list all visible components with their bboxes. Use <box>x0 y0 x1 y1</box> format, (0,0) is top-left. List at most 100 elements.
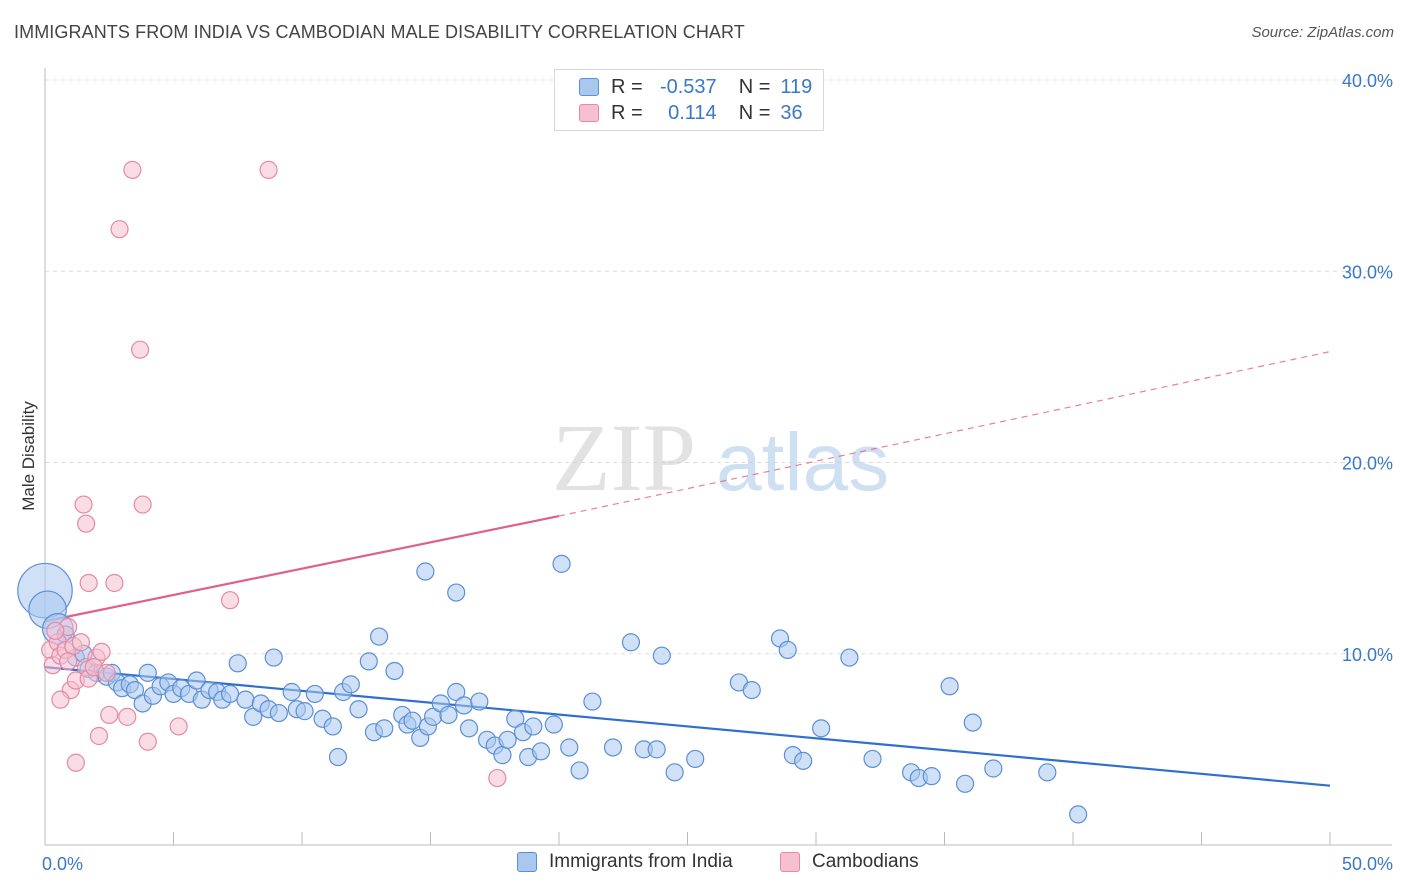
data-point-india <box>282 682 301 702</box>
data-point-cambodian <box>110 220 129 239</box>
data-point-india <box>370 627 389 646</box>
data-point-india <box>686 749 705 769</box>
legend-r-label: R = <box>611 75 643 98</box>
data-point-india <box>264 648 283 667</box>
legend-n-label: N = <box>738 101 771 124</box>
data-point-india <box>416 562 435 581</box>
legend-r-label: R = <box>611 101 643 124</box>
watermark-atlas: atlas <box>716 417 889 508</box>
source-label: Source: ZipAtlas.com <box>1251 24 1394 41</box>
watermark-zip: ZIP <box>552 404 696 511</box>
tick-labels: 10.0% 20.0% 30.0% 40.0% 0.0% 50.0% <box>42 71 1393 874</box>
chart-title: IMMIGRANTS FROM INDIA VS CAMBODIAN MALE … <box>14 22 745 42</box>
legend-swatch-cambodian <box>780 852 800 872</box>
data-point-india <box>621 633 641 652</box>
data-point-india <box>323 717 342 736</box>
data-point-cambodian <box>59 652 78 671</box>
data-point-india <box>349 700 368 719</box>
grid-lines <box>45 79 1392 655</box>
data-point-india <box>922 767 941 786</box>
legend-label-india: Immigrants from India <box>549 851 733 872</box>
legend-label-cambodian: Cambodians <box>812 851 919 872</box>
legend-item-cambodian: Cambodians <box>780 851 919 873</box>
data-point-cambodian <box>92 642 111 661</box>
data-point-cambodian <box>51 690 70 709</box>
trend-line-india <box>44 666 1331 787</box>
data-point-india <box>742 680 761 700</box>
data-point-cambodian <box>133 495 152 514</box>
data-point-cambodian <box>488 768 507 788</box>
data-point-cambodian <box>138 732 157 751</box>
data-point-cambodian <box>100 705 119 725</box>
data-point-india <box>570 761 589 780</box>
data-point-india <box>963 713 982 732</box>
data-point-india <box>125 680 145 700</box>
data-point-india <box>812 719 831 738</box>
x-tick-label-max: 50.0% <box>1342 854 1393 874</box>
data-point-cambodian <box>89 726 109 746</box>
legend-row-india: R = -0.537 N = 119 <box>579 74 820 100</box>
data-point-india <box>341 675 360 694</box>
legend-r-value: 0.114 <box>668 101 717 124</box>
legend-n-value: 36 <box>780 101 803 124</box>
data-point-cambodian <box>97 663 116 682</box>
data-point-india <box>220 684 240 704</box>
legend-row-cambodian: R = 0.114 N = 36 <box>579 100 820 126</box>
data-point-india <box>305 684 324 704</box>
axes <box>44 68 1392 846</box>
data-point-india <box>439 705 458 725</box>
legend-swatch-india <box>579 78 599 96</box>
data-point-india <box>1038 763 1057 782</box>
data-point-india <box>778 640 797 660</box>
legend-n-label: N = <box>738 75 771 98</box>
data-point-cambodian <box>46 621 65 640</box>
data-point-india <box>583 692 602 711</box>
data-point-india <box>552 554 571 573</box>
data-point-india <box>840 648 859 667</box>
data-point-india <box>138 663 157 682</box>
data-point-india <box>665 763 684 782</box>
data-point-india <box>940 677 959 696</box>
series-india-points <box>17 554 1088 824</box>
data-point-india <box>493 746 512 765</box>
data-point-india <box>328 747 348 767</box>
data-point-cambodian <box>66 753 85 772</box>
data-point-cambodian <box>105 573 124 593</box>
watermark: ZIP atlas <box>552 404 889 511</box>
data-point-india <box>236 690 255 709</box>
data-point-india <box>603 738 623 757</box>
data-point-india <box>375 719 394 738</box>
y-tick-label: 20.0% <box>1342 454 1393 474</box>
y-tick-label: 10.0% <box>1342 645 1393 665</box>
data-point-india <box>295 702 314 721</box>
correlation-legend: R = -0.537 N = 119 R = 0.114 N = 36 <box>554 69 824 131</box>
trend-lines <box>44 350 1331 787</box>
data-point-india <box>955 774 975 793</box>
data-point-india <box>794 751 813 770</box>
legend-item-india: Immigrants from India <box>517 851 733 873</box>
legend-swatch-india <box>517 852 537 872</box>
data-point-india <box>447 583 466 602</box>
data-point-cambodian <box>118 707 137 726</box>
data-point-cambodian <box>259 160 278 179</box>
y-axis-label: Male Disability <box>19 401 38 511</box>
data-point-cambodian <box>130 340 150 359</box>
data-point-india <box>506 709 525 728</box>
data-point-india <box>560 738 579 757</box>
data-point-cambodian <box>77 514 96 533</box>
data-point-india <box>228 654 247 673</box>
data-point-india <box>385 661 404 681</box>
data-point-india <box>863 749 882 769</box>
data-point-india <box>498 730 517 749</box>
data-point-cambodian <box>79 573 98 593</box>
data-point-india <box>447 682 466 702</box>
y-tick-label: 40.0% <box>1342 71 1393 91</box>
data-point-india <box>269 703 288 723</box>
data-point-india <box>454 696 474 715</box>
series-legend: Immigrants from India Cambodians <box>0 851 1406 877</box>
data-point-india <box>403 711 422 730</box>
data-point-india <box>984 759 1003 778</box>
legend-r-value: -0.537 <box>659 75 717 98</box>
data-point-india <box>459 719 479 738</box>
